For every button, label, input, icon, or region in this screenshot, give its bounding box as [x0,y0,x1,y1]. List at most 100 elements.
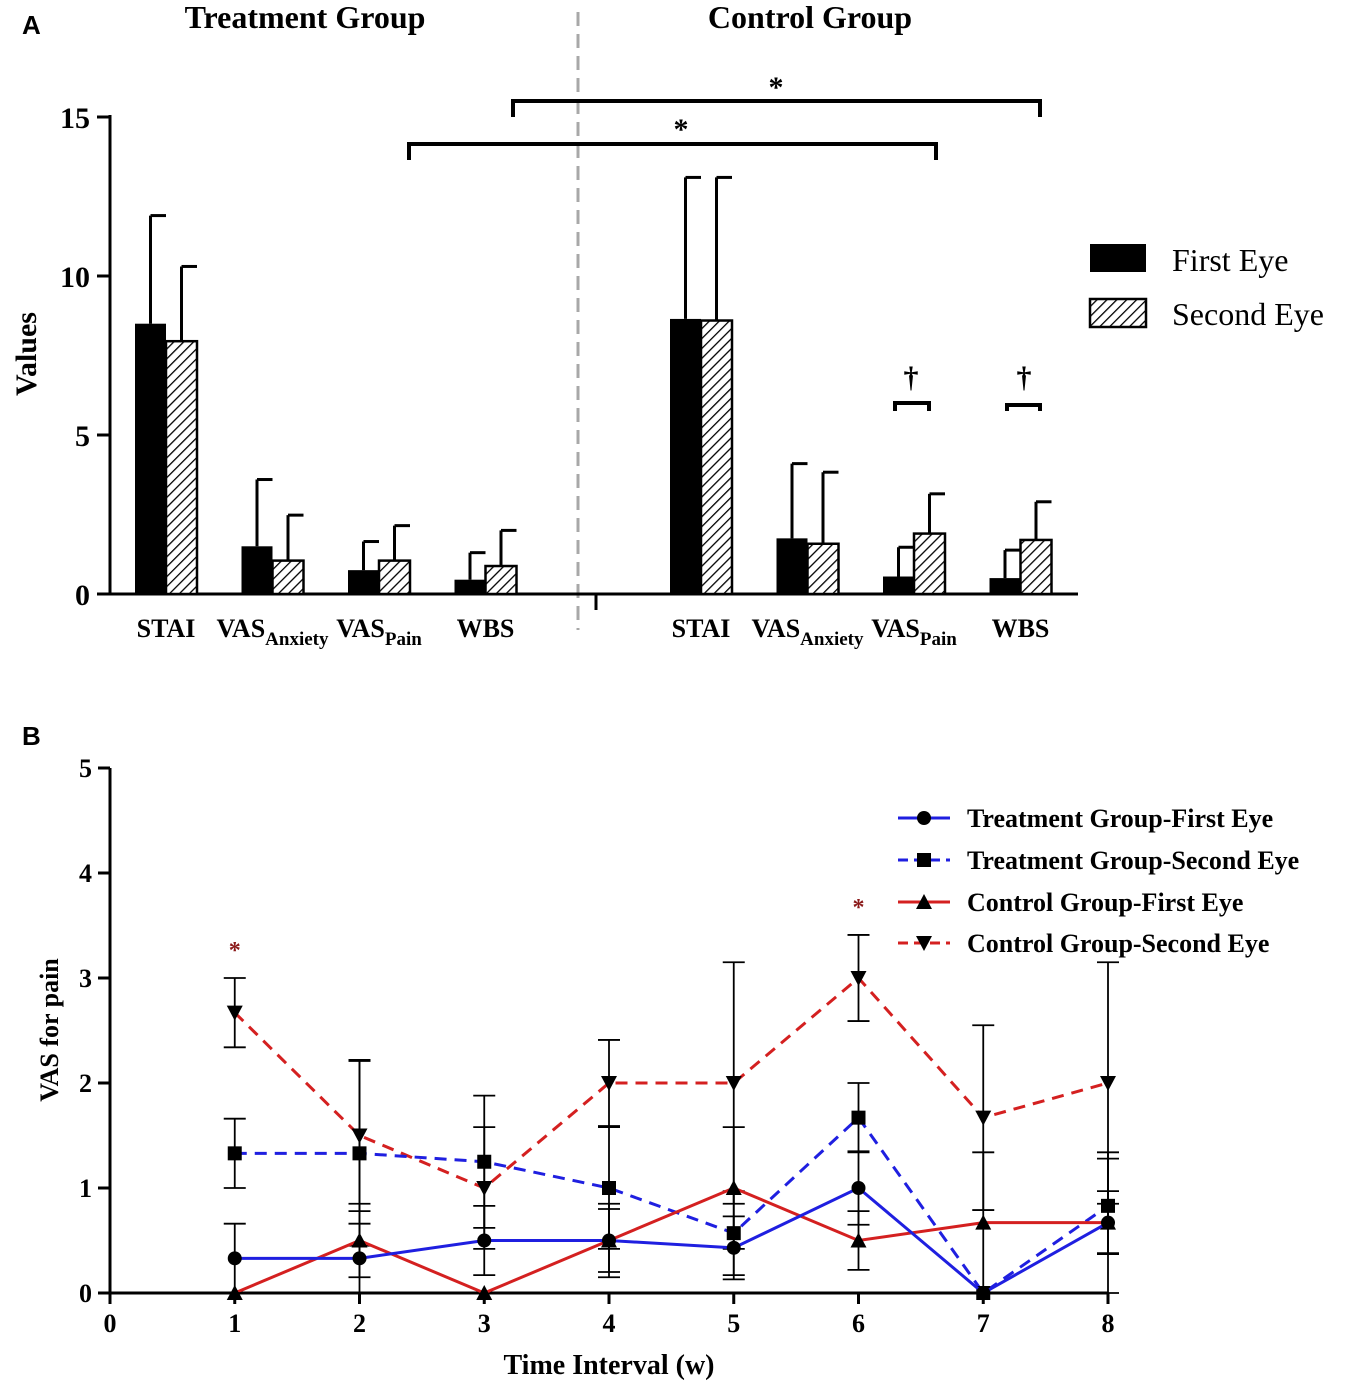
significance-marks: ** [229,895,865,964]
marker-square [851,1110,866,1125]
bar-second-eye [912,532,947,596]
y-tick-label: 3 [79,964,92,993]
marker-triangle-down [850,971,867,986]
bar-first-eye [883,576,914,594]
x-tick-label: VASPain [871,614,957,650]
marker-square [227,1146,242,1161]
y-tick-label: 0 [79,1279,92,1308]
x-tick-label: WBS [457,614,515,643]
x-tick-label: VASPain [336,614,422,650]
bar-first-eye [776,538,808,594]
x-axis-label: Time Interval (w) [504,1350,715,1381]
x-tick-label-main: VAS [871,614,920,643]
marker-triangle-down [226,1005,243,1021]
group-title-treatment: Treatment Group [185,0,426,35]
panel-b: B VAS for pain Time Interval (w) 0 1 2 3 4 5 0… [22,721,1299,1381]
significance-bracket-upper: * [511,71,1042,117]
bar-second-eye [1019,538,1053,596]
marker-square [352,1146,367,1161]
marker-circle [976,1286,991,1300]
x-tick-label-main: STAI [137,614,196,643]
legend-label-second-eye: Second Eye [1172,296,1324,332]
marker-triangle-down [1100,1076,1116,1091]
bar-second-eye [484,564,518,596]
x-tick-label-main: VAS [752,614,801,643]
x-tick-label-subscript: Pain [920,629,957,650]
bars [135,175,1053,596]
x-tick-label: 6 [852,1309,865,1338]
marker-triangle-up [916,894,932,909]
x-tick-label: 2 [353,1309,366,1338]
y-ticks: 0 5 10 15 [60,102,110,612]
series-treatment-group-first-eye [223,1150,1119,1300]
x-tick-label: 1 [228,1309,241,1338]
panel-a-label: A [22,10,41,40]
marker-square [602,1181,616,1195]
legend-label: Control Group-First Eye [967,888,1243,917]
significance-star: * [674,113,689,146]
x-tick-label-subscript: Anxiety [265,629,329,650]
x-tick-label-main: WBS [992,614,1050,643]
marker-triangle-up [725,1180,742,1195]
y-tick-label: 10 [60,261,90,294]
group-title-control: Control Group [708,0,912,35]
panel-b-label: B [22,721,41,751]
y-tick-label: 1 [79,1174,92,1203]
bar-second-eye [699,319,734,596]
significance-star: * [853,895,865,921]
x-tick-label: STAI [137,614,196,643]
marker-triangle-down [975,1110,992,1126]
marker-triangle-up [975,1214,992,1230]
panel-a: A Treatment Group Control Group Values 0… [10,0,1324,650]
x-tick-label-main: WBS [457,614,515,643]
y-tick-label: 2 [79,1069,92,1098]
y-axis-label: Values [10,312,43,396]
legend-label: Control Group-Second Eye [967,929,1269,958]
x-tick-label: VASAnxiety [752,614,864,650]
series-line [234,1186,1108,1295]
bar-first-eye [348,570,379,594]
y-tick-label: 0 [75,579,90,612]
bar-second-eye [164,339,199,596]
series [223,934,1119,1300]
marker-circle [1101,1215,1115,1230]
dagger-bracket-wbs: † [1005,361,1042,411]
marker-circle [851,1181,866,1195]
marker-circle [477,1233,492,1248]
marker-circle [917,811,931,825]
x-tick-label-main: VAS [336,614,385,643]
x-tick-label-subscript: Pain [385,629,422,650]
bar-second-eye [806,542,840,596]
y-tick-label: 5 [79,754,92,783]
x-tick-label: 8 [1102,1309,1115,1338]
legend-label: Treatment Group-Second Eye [967,846,1299,875]
x-tick-label: 3 [478,1309,491,1338]
bar-first-eye [670,318,701,594]
x-tick-label-subscript: Anxiety [800,629,864,650]
marker-triangle-up [476,1285,493,1300]
y-tick-label: 5 [75,420,90,453]
series-line [234,1115,1109,1296]
series-control-group-second-eye [223,934,1119,1250]
legend-label-first-eye: First Eye [1172,242,1288,278]
y-tick-label: 15 [60,102,90,135]
dagger-mark: † [904,361,919,394]
marker-square [477,1154,492,1169]
legend: Treatment Group-First Eye Treatment Group… [898,804,1299,958]
significance-bracket-lower: * [407,113,938,160]
x-tick-label: 5 [727,1309,740,1338]
marker-square [917,853,931,867]
legend-swatch-second-eye [1088,297,1148,329]
x-tick-label: STAI [672,614,731,643]
marker-circle [352,1251,367,1266]
marker-triangle-down [916,936,932,951]
marker-triangle-down [725,1076,742,1091]
series-line [234,1186,1109,1295]
x-tick-label: 0 [104,1309,117,1338]
marker-circle [227,1251,242,1266]
x-tick-label: 7 [977,1309,990,1338]
bar-second-eye [271,559,305,596]
legend: First Eye Second Eye [1088,242,1324,332]
x-tick-label: 4 [603,1309,616,1338]
x-tick-label: WBS [992,614,1050,643]
